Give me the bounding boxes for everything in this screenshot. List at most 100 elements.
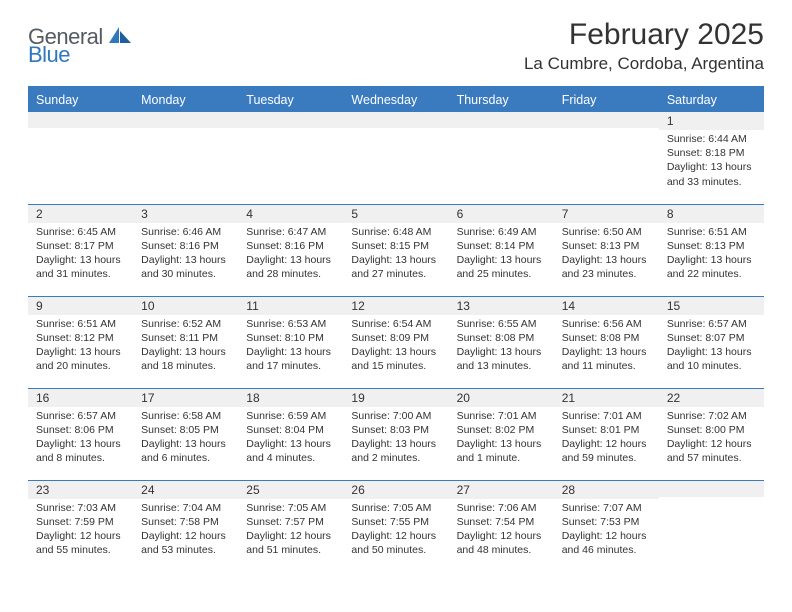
day-number: 4 [238,205,343,223]
weekday-header: Tuesday [238,88,343,112]
daylight-line: Daylight: 13 hours and 4 minutes. [246,438,331,464]
day-details: Sunrise: 6:56 AMSunset: 8:08 PMDaylight:… [554,315,659,376]
sunset-line: Sunset: 8:08 PM [562,332,640,344]
daylight-line: Daylight: 13 hours and 10 minutes. [667,346,752,372]
calendar-page: General February 2025 La Cumbre, Cordoba… [0,0,792,572]
sunset-line: Sunset: 7:58 PM [141,516,219,528]
day-number: 25 [238,481,343,499]
daylight-line: Daylight: 12 hours and 51 minutes. [246,530,331,556]
sunset-line: Sunset: 8:13 PM [667,240,745,252]
sunset-line: Sunset: 8:08 PM [457,332,535,344]
day-number: 27 [449,481,554,499]
sunset-line: Sunset: 8:12 PM [36,332,114,344]
day-number: 17 [133,389,238,407]
sunset-line: Sunset: 8:05 PM [141,424,219,436]
sunrise-line: Sunrise: 6:47 AM [246,226,326,238]
day-number: 6 [449,205,554,223]
calendar-week-row: 1Sunrise: 6:44 AMSunset: 8:18 PMDaylight… [28,112,764,204]
calendar-day-cell: 24Sunrise: 7:04 AMSunset: 7:58 PMDayligh… [133,480,238,572]
daylight-line: Daylight: 13 hours and 8 minutes. [36,438,121,464]
day-details [343,128,448,132]
daylight-line: Daylight: 13 hours and 25 minutes. [457,254,542,280]
day-number: 21 [554,389,659,407]
sunrise-line: Sunrise: 7:05 AM [351,502,431,514]
daylight-line: Daylight: 12 hours and 57 minutes. [667,438,752,464]
calendar-day-cell [554,112,659,204]
calendar-day-cell: 23Sunrise: 7:03 AMSunset: 7:59 PMDayligh… [28,480,133,572]
sunrise-line: Sunrise: 7:02 AM [667,410,747,422]
calendar-day-cell: 9Sunrise: 6:51 AMSunset: 8:12 PMDaylight… [28,296,133,388]
day-number [449,112,554,128]
sunrise-line: Sunrise: 7:00 AM [351,410,431,422]
daylight-line: Daylight: 13 hours and 17 minutes. [246,346,331,372]
weekday-header: Monday [133,88,238,112]
calendar-week-row: 23Sunrise: 7:03 AMSunset: 7:59 PMDayligh… [28,480,764,572]
sunset-line: Sunset: 8:03 PM [351,424,429,436]
day-details: Sunrise: 6:46 AMSunset: 8:16 PMDaylight:… [133,223,238,284]
calendar-day-cell: 5Sunrise: 6:48 AMSunset: 8:15 PMDaylight… [343,204,448,296]
day-details: Sunrise: 7:02 AM Sunset: 8:00 PM Daylight:… [659,407,764,468]
weekday-header: Wednesday [343,88,448,112]
daylight-line: Daylight: 13 hours and 15 minutes. [351,346,436,372]
day-details: Sunrise: 7:05 AMSunset: 7:55 PMDaylight:… [343,499,448,560]
day-details [133,128,238,132]
sunrise-line: Sunrise: 7:04 AM [141,502,221,514]
sunset-line: Sunset: 8:11 PM [141,332,218,344]
day-number [659,481,764,497]
day-details: Sunrise: 7:01 AMSunset: 8:02 PMDaylight:… [449,407,554,468]
brand-sail-icon [107,25,133,50]
sunset-line: Sunset: 8:15 PM [351,240,429,252]
day-details: Sunrise: 6:57 AMSunset: 8:06 PMDaylight:… [28,407,133,468]
day-details: Sunrise: 6:45 AMSunset: 8:17 PMDaylight:… [28,223,133,284]
sunrise-line: Sunrise: 6:53 AM [246,318,326,330]
day-number: 20 [449,389,554,407]
calendar-week-row: 16Sunrise: 6:57 AMSunset: 8:06 PMDayligh… [28,388,764,480]
day-details: Sunrise: 6:57 AMSunset: 8:07 PMDaylight:… [659,315,764,376]
day-number: 18 [238,389,343,407]
brand-blue: Blue [28,42,70,67]
day-number: 9 [28,297,133,315]
sunrise-line: Sunrise: 6:51 AM [36,318,116,330]
sunset-line: Sunset: 7:54 PM [457,516,535,528]
weekday-header: Sunday [28,88,133,112]
day-details: Sunrise: 6:44 AMSunset: 8:18 PMDaylight:… [659,130,764,191]
sunrise-line: Sunrise: 6:57 AM [36,410,116,422]
daylight-line: Daylight: 12 hours and 46 minutes. [562,530,647,556]
calendar-day-cell: 27Sunrise: 7:06 AMSunset: 7:54 PMDayligh… [449,480,554,572]
sunset-line: Sunset: 8:00 PM [667,424,745,436]
day-number: 8 [659,205,764,223]
day-details: Sunrise: 6:48 AMSunset: 8:15 PMDaylight:… [343,223,448,284]
day-number: 16 [28,389,133,407]
sunrise-line: Sunrise: 6:51 AM [667,226,747,238]
day-details: Sunrise: 7:03 AMSunset: 7:59 PMDaylight:… [28,499,133,560]
daylight-line: Daylight: 13 hours and 33 minutes. [667,161,752,187]
sunrise-line: Sunrise: 6:49 AM [457,226,537,238]
daylight-line: Daylight: 13 hours and 23 minutes. [562,254,647,280]
day-number: 10 [133,297,238,315]
day-details: Sunrise: 6:54 AMSunset: 8:09 PMDaylight:… [343,315,448,376]
sunrise-line: Sunrise: 6:54 AM [351,318,431,330]
day-number: 11 [238,297,343,315]
weekday-header: Thursday [449,88,554,112]
calendar-day-cell: 14Sunrise: 6:56 AMSunset: 8:08 PMDayligh… [554,296,659,388]
calendar-week-row: 2Sunrise: 6:45 AMSunset: 8:17 PMDaylight… [28,204,764,296]
sunset-line: Sunset: 8:17 PM [36,240,114,252]
sunset-line: Sunset: 7:55 PM [351,516,429,528]
daylight-line: Daylight: 13 hours and 6 minutes. [141,438,226,464]
sunset-line: Sunset: 7:57 PM [246,516,324,528]
day-number: 5 [343,205,448,223]
daylight-line: Daylight: 13 hours and 30 minutes. [141,254,226,280]
day-details [659,497,764,501]
sunset-line: Sunset: 8:18 PM [667,147,745,159]
sunrise-line: Sunrise: 6:59 AM [246,410,326,422]
sunset-line: Sunset: 8:10 PM [246,332,324,344]
calendar-day-cell: 12Sunrise: 6:54 AMSunset: 8:09 PMDayligh… [343,296,448,388]
calendar-day-cell: 1Sunrise: 6:44 AMSunset: 8:18 PMDaylight… [659,112,764,204]
day-number [554,112,659,128]
sunset-line: Sunset: 8:02 PM [457,424,535,436]
day-number: 3 [133,205,238,223]
day-details: Sunrise: 6:58 AMSunset: 8:05 PMDaylight:… [133,407,238,468]
sunset-line: Sunset: 8:07 PM [667,332,745,344]
daylight-line: Daylight: 13 hours and 28 minutes. [246,254,331,280]
day-number: 23 [28,481,133,499]
